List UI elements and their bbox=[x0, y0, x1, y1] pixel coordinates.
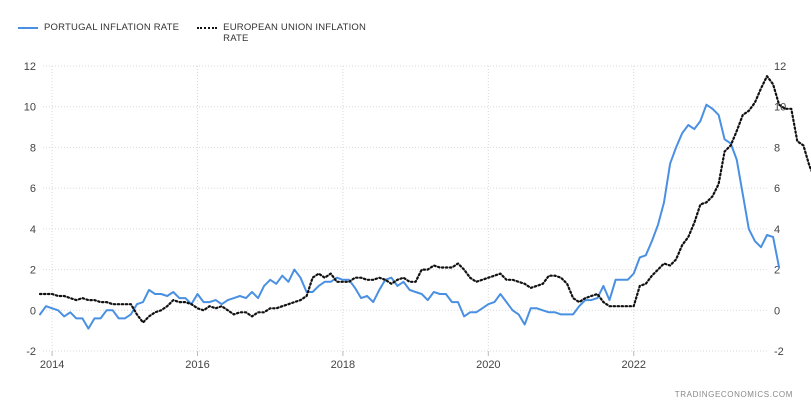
y-tick-label-left: 4 bbox=[30, 224, 36, 236]
y-tick-label-left: -2 bbox=[26, 346, 36, 358]
tick-layer: -2 -2 0 0 2 2 4 4 6 6 8 8 10 10 12 12 2014 2016 2018 2020 20… bbox=[24, 61, 787, 371]
y-tick-label-right: 6 bbox=[774, 183, 780, 195]
legend-swatch-portugal bbox=[18, 27, 38, 29]
y-tick-label-right: 4 bbox=[774, 224, 780, 236]
y-tick-label-left: 6 bbox=[30, 183, 36, 195]
y-tick-label-left: 12 bbox=[24, 61, 36, 73]
grid-layer bbox=[43, 65, 767, 352]
y-tick-label-left: 8 bbox=[30, 142, 36, 154]
legend-item-eu[interactable]: EUROPEAN UNION INFLATION RATE bbox=[197, 22, 368, 44]
watermark: TRADINGECONOMICS.COM bbox=[674, 390, 793, 399]
eu-inflation-line bbox=[38, 75, 811, 324]
y-tick-label-right: 12 bbox=[774, 61, 786, 73]
y-tick-label-left: 0 bbox=[30, 305, 36, 317]
legend-item-portugal[interactable]: PORTUGAL INFLATION RATE bbox=[18, 22, 179, 33]
x-tick-label: 2014 bbox=[40, 359, 64, 371]
x-tick-label: 2016 bbox=[185, 359, 209, 371]
y-tick-label-right: -2 bbox=[774, 346, 784, 358]
y-tick-label-right: 2 bbox=[774, 265, 780, 277]
x-tick-label: 2022 bbox=[621, 359, 645, 371]
chart-legend: PORTUGAL INFLATION RATE EUROPEAN UNION I… bbox=[18, 22, 386, 44]
portugal-inflation-line bbox=[39, 103, 781, 330]
x-tick-label: 2018 bbox=[331, 359, 355, 371]
y-tick-label-right: 8 bbox=[774, 142, 780, 154]
legend-label-eu: EUROPEAN UNION INFLATION RATE bbox=[223, 22, 367, 44]
legend-label-portugal: PORTUGAL INFLATION RATE bbox=[44, 22, 180, 33]
x-tick-label: 2020 bbox=[476, 359, 500, 371]
legend-swatch-eu bbox=[197, 27, 218, 29]
y-tick-label-right: 0 bbox=[774, 305, 780, 317]
y-tick-label-left: 10 bbox=[24, 102, 36, 114]
y-tick-label-right: 10 bbox=[774, 102, 786, 114]
series-layer bbox=[38, 75, 811, 330]
y-tick-label-left: 2 bbox=[30, 265, 36, 277]
